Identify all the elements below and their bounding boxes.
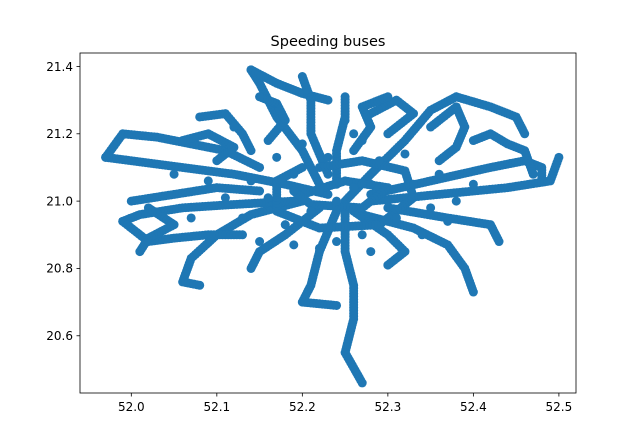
y-tick-label: 21.0 [46, 194, 73, 208]
data-points [101, 65, 564, 388]
data-point [332, 237, 342, 247]
data-point [306, 206, 316, 216]
data-point [400, 149, 410, 159]
x-tick-label: 52.5 [546, 400, 573, 414]
data-point [468, 287, 478, 297]
x-axis-ticks: 52.0 52.1 52.2 52.3 52.4 52.5 [118, 393, 572, 414]
x-tick-label: 52.1 [203, 400, 230, 414]
data-point [289, 169, 299, 179]
data-point [255, 162, 265, 172]
data-point [451, 196, 461, 206]
y-tick-label: 21.2 [46, 127, 73, 141]
data-point [417, 230, 427, 240]
data-point [357, 230, 367, 240]
data-point [409, 179, 419, 189]
x-tick-label: 52.4 [460, 400, 487, 414]
data-point [272, 152, 282, 162]
data-point [255, 237, 265, 247]
data-point [357, 378, 367, 388]
data-point [383, 260, 393, 270]
data-point [314, 186, 324, 196]
data-point [203, 176, 213, 186]
data-point [289, 186, 299, 196]
data-point [306, 125, 316, 135]
data-point [349, 129, 359, 139]
data-point [520, 129, 530, 139]
data-point [468, 179, 478, 189]
data-point [374, 156, 384, 166]
data-point [349, 183, 359, 193]
data-point [195, 280, 205, 290]
data-point [246, 176, 256, 186]
data-point [263, 193, 273, 203]
data-point [297, 139, 307, 149]
y-tick-label: 20.6 [46, 329, 73, 343]
data-point [323, 95, 333, 105]
data-point [135, 247, 145, 257]
data-point [426, 203, 436, 213]
data-point [246, 146, 256, 156]
data-point [178, 136, 188, 146]
data-point [366, 179, 376, 189]
data-point [255, 92, 265, 102]
data-point [246, 263, 256, 273]
data-point [237, 230, 247, 240]
data-point [494, 237, 504, 247]
x-tick-label: 52.0 [118, 400, 145, 414]
axes [79, 52, 577, 394]
data-point [220, 193, 230, 203]
data-point [528, 169, 538, 179]
plot-frame [79, 52, 577, 394]
data-point [434, 169, 444, 179]
data-point [314, 243, 324, 253]
data-point [255, 186, 265, 196]
data-point [340, 210, 350, 220]
x-tick-label: 52.2 [289, 400, 316, 414]
data-point [357, 136, 367, 146]
data-point [332, 300, 342, 310]
data-point [169, 169, 179, 179]
data-point [332, 196, 342, 206]
data-point [383, 92, 393, 102]
data-point [340, 92, 350, 102]
data-point [289, 240, 299, 250]
chart-title: Speeding buses [271, 34, 386, 50]
data-point [434, 156, 444, 166]
y-tick-label: 21.4 [46, 60, 73, 74]
data-point [237, 213, 247, 223]
x-tick-label: 52.3 [375, 400, 402, 414]
data-point [186, 213, 196, 223]
data-point [297, 72, 307, 82]
data-point [280, 220, 290, 230]
y-tick-label: 20.8 [46, 262, 73, 276]
data-point [554, 152, 564, 162]
y-axis-ticks: 20.6 20.8 21.0 21.2 21.4 [46, 60, 80, 343]
data-point [323, 152, 333, 162]
data-point [391, 213, 401, 223]
data-point [340, 115, 350, 125]
data-point [443, 216, 453, 226]
data-point [383, 196, 393, 206]
data-point [297, 162, 307, 172]
data-point [366, 247, 376, 257]
data-point [229, 122, 239, 132]
